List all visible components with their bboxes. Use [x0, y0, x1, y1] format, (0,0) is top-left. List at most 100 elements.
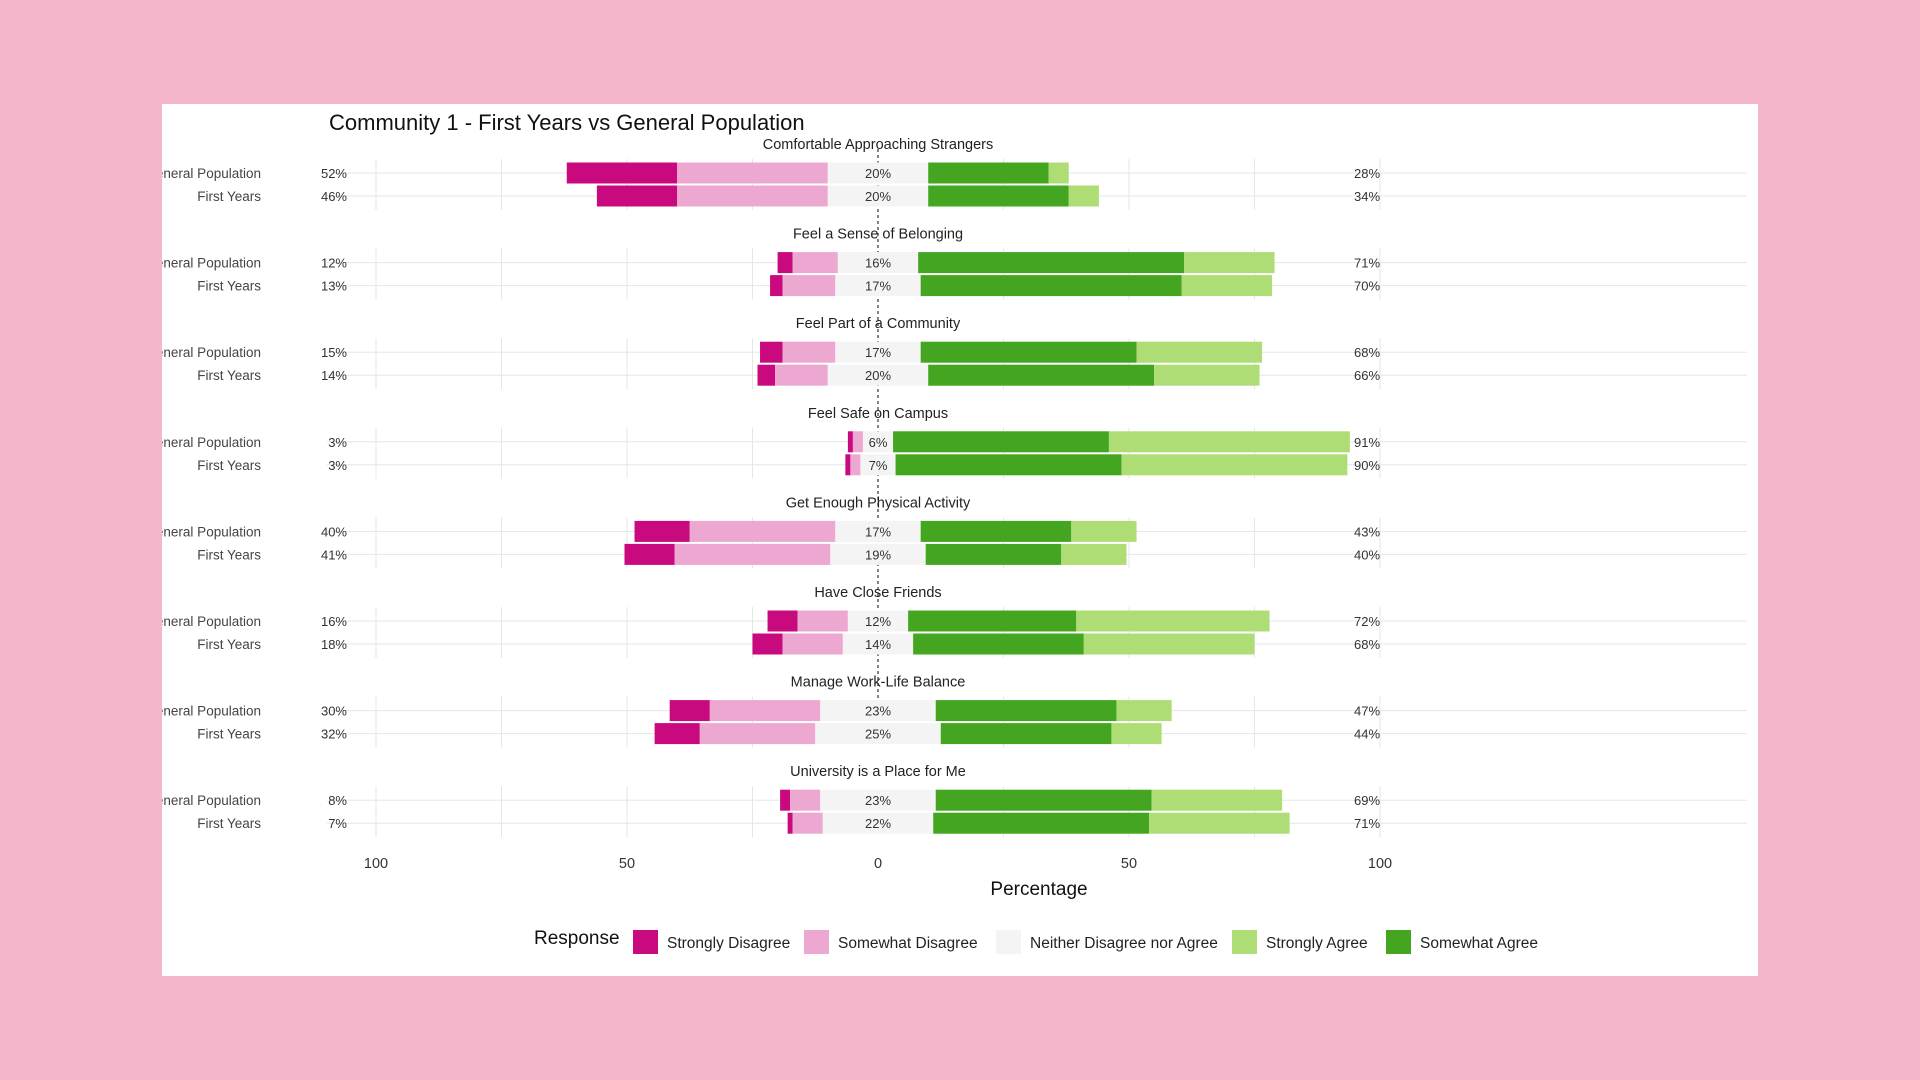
group-label: General Population	[162, 614, 261, 629]
legend-label-sa: Strongly Agree	[1266, 935, 1368, 952]
legend-swatch-sa	[1232, 930, 1257, 954]
center-percent-label: 20%	[865, 368, 891, 383]
left-percent-label: 32%	[321, 727, 347, 742]
bar-strongly-agree	[1181, 275, 1273, 297]
bar-strongly-disagree	[845, 454, 851, 476]
left-percent-label: 16%	[321, 614, 347, 629]
bar-strongly-agree	[1076, 610, 1270, 632]
facet-title: Have Close Friends	[814, 585, 941, 601]
left-percent-label: 40%	[321, 524, 347, 539]
chart-title: Community 1 - First Years vs General Pop…	[329, 110, 805, 135]
bar-somewhat-disagree	[782, 633, 843, 655]
bar-somewhat-agree	[918, 252, 1185, 274]
legend-label-swd: Somewhat Disagree	[838, 935, 978, 952]
right-percent-label: 90%	[1354, 458, 1380, 473]
bar-somewhat-disagree	[674, 543, 831, 565]
bar-somewhat-disagree	[677, 185, 828, 207]
center-percent-label: 20%	[865, 166, 891, 181]
bar-somewhat-disagree	[677, 162, 828, 184]
right-percent-label: 47%	[1354, 704, 1380, 719]
bar-strongly-disagree	[780, 789, 791, 811]
left-percent-label: 8%	[328, 793, 347, 808]
facet-title: Comfortable Approaching Strangers	[763, 137, 994, 153]
bar-somewhat-disagree	[782, 275, 836, 297]
bar-strongly-agree	[1068, 185, 1099, 207]
group-label: First Years	[197, 368, 261, 383]
bar-somewhat-disagree	[792, 252, 838, 274]
right-percent-label: 71%	[1354, 256, 1380, 271]
right-percent-label: 68%	[1354, 637, 1380, 652]
legend-swatch-swa	[1386, 930, 1411, 954]
center-percent-label: 17%	[865, 524, 891, 539]
bars	[566, 162, 1350, 834]
bar-somewhat-agree	[940, 723, 1112, 745]
right-percent-label: 70%	[1354, 279, 1380, 294]
left-percent-label: 7%	[328, 816, 347, 831]
bar-somewhat-disagree	[792, 812, 823, 834]
x-axis: 100 50 0 50 100	[364, 856, 1392, 872]
bar-somewhat-agree	[925, 543, 1062, 565]
right-percent-label: 69%	[1354, 793, 1380, 808]
right-percent-label: 34%	[1354, 189, 1380, 204]
bar-somewhat-disagree	[709, 700, 821, 722]
bar-neutral	[827, 162, 929, 184]
bar-strongly-disagree	[757, 364, 776, 386]
bar-strongly-disagree	[752, 633, 783, 655]
center-percent-label: 20%	[865, 189, 891, 204]
bar-neutral	[827, 185, 929, 207]
group-label: General Population	[162, 345, 261, 360]
center-percent-label: 22%	[865, 816, 891, 831]
left-percent-label: 46%	[321, 189, 347, 204]
bar-neutral	[847, 610, 909, 632]
bar-neutral	[822, 812, 934, 834]
legend-swatch-swd	[804, 930, 829, 954]
bar-strongly-agree	[1184, 252, 1275, 274]
bar-somewhat-disagree	[699, 723, 816, 745]
left-percent-label: 15%	[321, 345, 347, 360]
legend-title: Response	[534, 928, 620, 949]
bar-strongly-disagree	[624, 543, 675, 565]
group-label: General Population	[162, 256, 261, 271]
bar-strongly-agree	[1111, 723, 1162, 745]
right-percent-label: 68%	[1354, 345, 1380, 360]
center-percent-label: 12%	[865, 614, 891, 629]
bar-strongly-disagree	[634, 520, 690, 542]
facet-title: Feel Part of a Community	[796, 316, 961, 332]
x-tick-label: 50	[619, 856, 635, 872]
bar-neutral	[842, 633, 914, 655]
group-label: First Years	[197, 189, 261, 204]
right-percent-label: 91%	[1354, 435, 1380, 450]
bar-neutral	[837, 252, 919, 274]
x-tick-label: 50	[1121, 856, 1137, 872]
left-percent-label: 41%	[321, 547, 347, 562]
bar-neutral	[820, 789, 936, 811]
bar-somewhat-disagree	[775, 364, 828, 386]
facet-title: Manage Work-Life Balance	[791, 675, 966, 691]
right-percent-label: 44%	[1354, 727, 1380, 742]
bar-somewhat-agree	[895, 454, 1122, 476]
bar-somewhat-agree	[920, 341, 1137, 363]
bar-strongly-agree	[1116, 700, 1172, 722]
right-percent-label: 66%	[1354, 368, 1380, 383]
bar-somewhat-agree	[928, 185, 1069, 207]
group-label: First Years	[197, 279, 261, 294]
bar-somewhat-agree	[933, 812, 1150, 834]
bar-somewhat-disagree	[797, 610, 848, 632]
bar-somewhat-agree	[893, 431, 1109, 453]
bar-neutral	[830, 543, 926, 565]
group-label: General Population	[162, 435, 261, 450]
bar-strongly-agree	[1154, 364, 1260, 386]
center-percent-label: 23%	[865, 793, 891, 808]
group-label: First Years	[197, 727, 261, 742]
bar-strongly-agree	[1048, 162, 1069, 184]
bar-somewhat-agree	[935, 700, 1117, 722]
bar-somewhat-agree	[920, 275, 1182, 297]
bar-strongly-agree	[1083, 633, 1255, 655]
group-label: First Years	[197, 458, 261, 473]
bar-neutral	[827, 364, 929, 386]
group-label: General Population	[162, 704, 261, 719]
bar-strongly-disagree	[760, 341, 783, 363]
bar-neutral	[835, 341, 921, 363]
bar-somewhat-agree	[935, 789, 1152, 811]
diverging-bar-chart: Comfortable Approaching Strangers General…	[162, 110, 1747, 954]
